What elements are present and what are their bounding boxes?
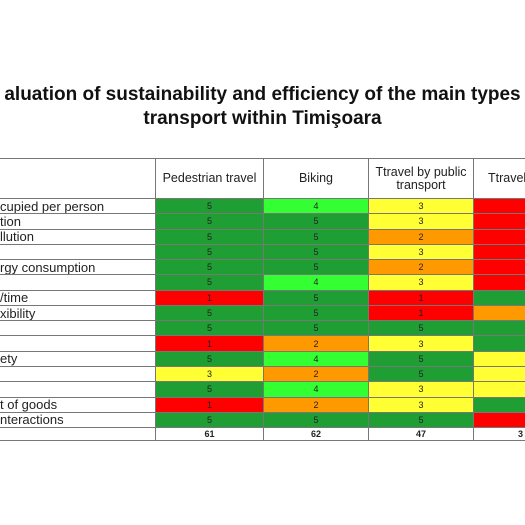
total: 3 bbox=[473, 427, 525, 442]
score-cell: 5 bbox=[155, 259, 264, 276]
score-cell: 5 bbox=[155, 198, 264, 215]
score-cell: 3 bbox=[368, 198, 474, 215]
score-cell: 4 bbox=[263, 350, 369, 367]
column-header: Pedestrian travel bbox=[155, 158, 264, 199]
score-cell: 5 bbox=[155, 350, 264, 367]
score-cell: 5 bbox=[263, 243, 369, 261]
row-label: nteractions bbox=[0, 411, 156, 429]
score-cell: 2 bbox=[263, 335, 369, 352]
row-label bbox=[0, 274, 156, 291]
row-label bbox=[0, 335, 156, 352]
score-cell: 5 bbox=[155, 320, 264, 337]
score-cell: 4 bbox=[263, 381, 369, 398]
color-cell bbox=[473, 335, 525, 352]
title-line: aluation of sustainability and efficienc… bbox=[4, 84, 521, 105]
color-cell bbox=[473, 350, 525, 367]
row-label bbox=[0, 320, 156, 337]
score-cell: 1 bbox=[368, 304, 474, 322]
color-cell bbox=[473, 320, 525, 337]
score-cell: 5 bbox=[263, 289, 369, 306]
score-cell: 5 bbox=[263, 411, 369, 429]
color-cell bbox=[473, 396, 525, 413]
column-header: Ttravel bbox=[473, 158, 525, 199]
score-cell: 2 bbox=[368, 228, 474, 245]
score-cell: 5 bbox=[155, 304, 264, 322]
score-cell: 5 bbox=[368, 365, 474, 383]
color-cell bbox=[473, 289, 525, 306]
row-label: rgy consumption bbox=[0, 259, 156, 276]
color-cell bbox=[473, 411, 525, 429]
color-cell bbox=[473, 213, 525, 230]
score-cell: 1 bbox=[155, 396, 264, 413]
color-cell bbox=[473, 365, 525, 383]
row-label: cupied per person bbox=[0, 198, 156, 215]
color-cell bbox=[473, 259, 525, 276]
score-cell: 1 bbox=[155, 335, 264, 352]
score-cell: 3 bbox=[368, 396, 474, 413]
score-cell: 5 bbox=[263, 213, 369, 230]
score-cell: 2 bbox=[368, 259, 474, 276]
score-cell: 5 bbox=[263, 259, 369, 276]
color-cell bbox=[473, 243, 525, 261]
score-cell: 3 bbox=[155, 365, 264, 383]
score-cell: 4 bbox=[263, 198, 369, 215]
row-label bbox=[0, 243, 156, 261]
score-cell: 5 bbox=[155, 228, 264, 245]
row-label bbox=[0, 381, 156, 398]
score-cell: 5 bbox=[368, 350, 474, 367]
total: 47 bbox=[368, 427, 474, 442]
score-cell: 2 bbox=[263, 396, 369, 413]
row-label: xibility bbox=[0, 304, 156, 322]
row-label: llution bbox=[0, 228, 156, 245]
color-cell bbox=[473, 381, 525, 398]
score-cell: 5 bbox=[368, 320, 474, 337]
row-label: t of goods bbox=[0, 396, 156, 413]
column-header: Ttravel by public transport bbox=[368, 158, 474, 199]
score-cell: 5 bbox=[155, 411, 264, 429]
title-line: transport within Timişoara bbox=[143, 108, 382, 129]
score-cell: 3 bbox=[368, 274, 474, 291]
row-label: tion bbox=[0, 213, 156, 230]
score-cell: 5 bbox=[155, 381, 264, 398]
score-cell: 5 bbox=[155, 213, 264, 230]
color-cell bbox=[473, 304, 525, 322]
score-cell: 5 bbox=[263, 228, 369, 245]
score-cell: 3 bbox=[368, 243, 474, 261]
total: 61 bbox=[155, 427, 264, 442]
color-cell bbox=[473, 198, 525, 215]
color-cell bbox=[473, 228, 525, 245]
header-cell bbox=[0, 158, 156, 199]
total-label-cell bbox=[0, 427, 156, 442]
score-cell: 3 bbox=[368, 213, 474, 230]
score-cell: 1 bbox=[155, 289, 264, 306]
score-cell: 5 bbox=[263, 304, 369, 322]
score-cell: 5 bbox=[155, 243, 264, 261]
score-cell: 1 bbox=[368, 289, 474, 306]
score-cell: 5 bbox=[155, 274, 264, 291]
color-cell bbox=[473, 274, 525, 291]
row-label bbox=[0, 365, 156, 383]
column-header: Biking bbox=[263, 158, 369, 199]
row-label: /time bbox=[0, 289, 156, 306]
score-cell: 5 bbox=[368, 411, 474, 429]
total: 62 bbox=[263, 427, 369, 442]
score-cell: 5 bbox=[263, 320, 369, 337]
row-label: ety bbox=[0, 350, 156, 367]
score-cell: 3 bbox=[368, 335, 474, 352]
score-cell: 2 bbox=[263, 365, 369, 383]
score-cell: 4 bbox=[263, 274, 369, 291]
score-cell: 3 bbox=[368, 381, 474, 398]
